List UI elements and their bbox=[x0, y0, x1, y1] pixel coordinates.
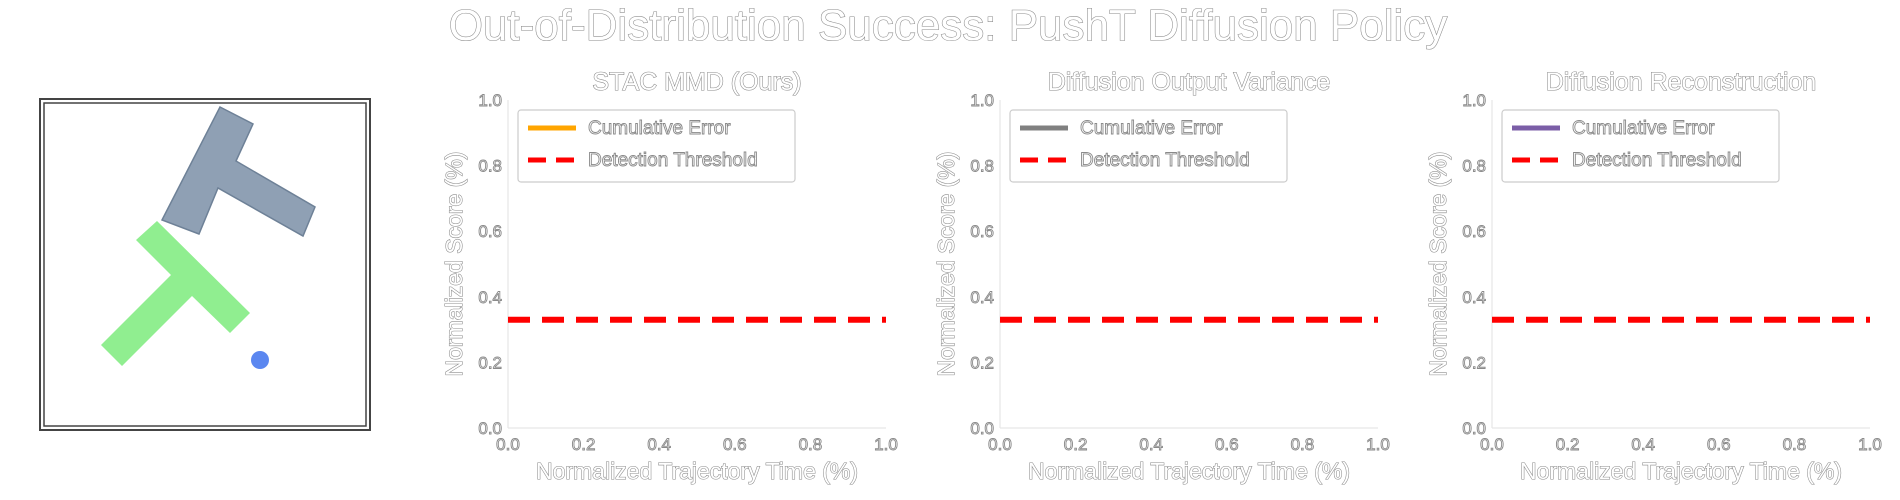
y-tick-label: 0.2 bbox=[478, 353, 502, 372]
y-tick-label: 0.6 bbox=[970, 222, 994, 241]
legend-label: Detection Threshold bbox=[588, 150, 758, 171]
x-tick-label: 0.8 bbox=[799, 435, 823, 454]
x-tick-label: 0.4 bbox=[1139, 435, 1163, 454]
legend: Cumulative Error Detection Threshold bbox=[517, 109, 796, 183]
legend-label: Detection Threshold bbox=[1572, 150, 1742, 171]
charts: STAC MMD (Ours) 0.0 0.2 0.4 0.6 0.8 1.0 0.0 0.2 0… bbox=[440, 67, 1882, 484]
x-tick-label: 0.4 bbox=[647, 435, 671, 454]
legend-label: Cumulative Error bbox=[1080, 118, 1223, 139]
y-tick-label: 0.0 bbox=[478, 419, 502, 438]
x-axis-label: Normalized Trajectory Time (%) bbox=[536, 458, 858, 484]
x-tick-label: 0.6 bbox=[723, 435, 747, 454]
y-axis-label: Normalized Score (%) bbox=[1425, 152, 1451, 377]
x-tick-label: 0.6 bbox=[1707, 435, 1731, 454]
y-tick-label: 0.2 bbox=[970, 353, 994, 372]
chart-title: Diffusion Reconstruction bbox=[1546, 68, 1817, 96]
x-tick-label: 0.8 bbox=[1291, 435, 1315, 454]
x-tick-label: 0.0 bbox=[496, 435, 520, 454]
y-axis-label: Normalized Score (%) bbox=[441, 152, 467, 377]
target-t-shape bbox=[101, 221, 250, 366]
y-tick-label: 0.4 bbox=[970, 288, 994, 307]
x-tick-label: 0.4 bbox=[1631, 435, 1655, 454]
x-tick-label: 0.0 bbox=[988, 435, 1012, 454]
chart-title: Diffusion Output Variance bbox=[1048, 68, 1331, 96]
y-tick-label: 0.6 bbox=[478, 222, 502, 241]
y-tick-label: 1.0 bbox=[478, 91, 502, 110]
agent-dot bbox=[251, 351, 269, 369]
scene-panel bbox=[39, 98, 371, 431]
x-tick-label: 1.0 bbox=[874, 435, 898, 454]
legend-label: Cumulative Error bbox=[588, 118, 731, 139]
x-axis-label: Normalized Trajectory Time (%) bbox=[1028, 458, 1350, 484]
y-tick-label: 0.0 bbox=[1462, 419, 1486, 438]
figure-title: Out-of-Distribution Success: PushT Diffu… bbox=[449, 1, 1448, 50]
y-tick-label: 0.2 bbox=[1462, 353, 1486, 372]
legend-label: Detection Threshold bbox=[1080, 150, 1250, 171]
y-tick-label: 0.4 bbox=[478, 288, 502, 307]
x-tick-label: 0.2 bbox=[1556, 435, 1580, 454]
legend-label: Cumulative Error bbox=[1572, 118, 1715, 139]
legend-box bbox=[517, 109, 796, 183]
legend-box bbox=[1009, 109, 1288, 183]
chart-0: STAC MMD (Ours) 0.0 0.2 0.4 0.6 0.8 1.0 0.0 0.2 0… bbox=[440, 67, 898, 484]
y-tick-label: 0.6 bbox=[1462, 222, 1486, 241]
y-tick-label: 1.0 bbox=[970, 91, 994, 110]
y-tick-label: 0.8 bbox=[1462, 157, 1486, 176]
y-axis-label: Normalized Score (%) bbox=[933, 152, 959, 377]
legend: Cumulative Error Detection Threshold bbox=[1009, 109, 1288, 183]
x-tick-label: 0.2 bbox=[572, 435, 596, 454]
x-axis-label: Normalized Trajectory Time (%) bbox=[1520, 458, 1842, 484]
chart-2: Diffusion Reconstruction 0.0 0.2 0.4 0.6 0.8 1… bbox=[1424, 67, 1882, 484]
x-tick-label: 0.6 bbox=[1215, 435, 1239, 454]
block-t-shape bbox=[160, 105, 316, 238]
legend: Cumulative Error Detection Threshold bbox=[1501, 109, 1780, 183]
x-tick-label: 0.0 bbox=[1480, 435, 1504, 454]
x-tick-label: 1.0 bbox=[1366, 435, 1390, 454]
y-tick-label: 0.8 bbox=[478, 157, 502, 176]
x-tick-label: 0.2 bbox=[1064, 435, 1088, 454]
x-tick-label: 0.8 bbox=[1783, 435, 1807, 454]
chart-title: STAC MMD (Ours) bbox=[592, 68, 801, 96]
y-tick-label: 0.8 bbox=[970, 157, 994, 176]
y-tick-label: 1.0 bbox=[1462, 91, 1486, 110]
legend-box bbox=[1501, 109, 1780, 183]
chart-1: Diffusion Output Variance 0.0 0.2 0.4 0.6 0.8… bbox=[932, 67, 1390, 484]
y-tick-label: 0.4 bbox=[1462, 288, 1486, 307]
y-tick-label: 0.0 bbox=[970, 419, 994, 438]
x-tick-label: 1.0 bbox=[1858, 435, 1882, 454]
